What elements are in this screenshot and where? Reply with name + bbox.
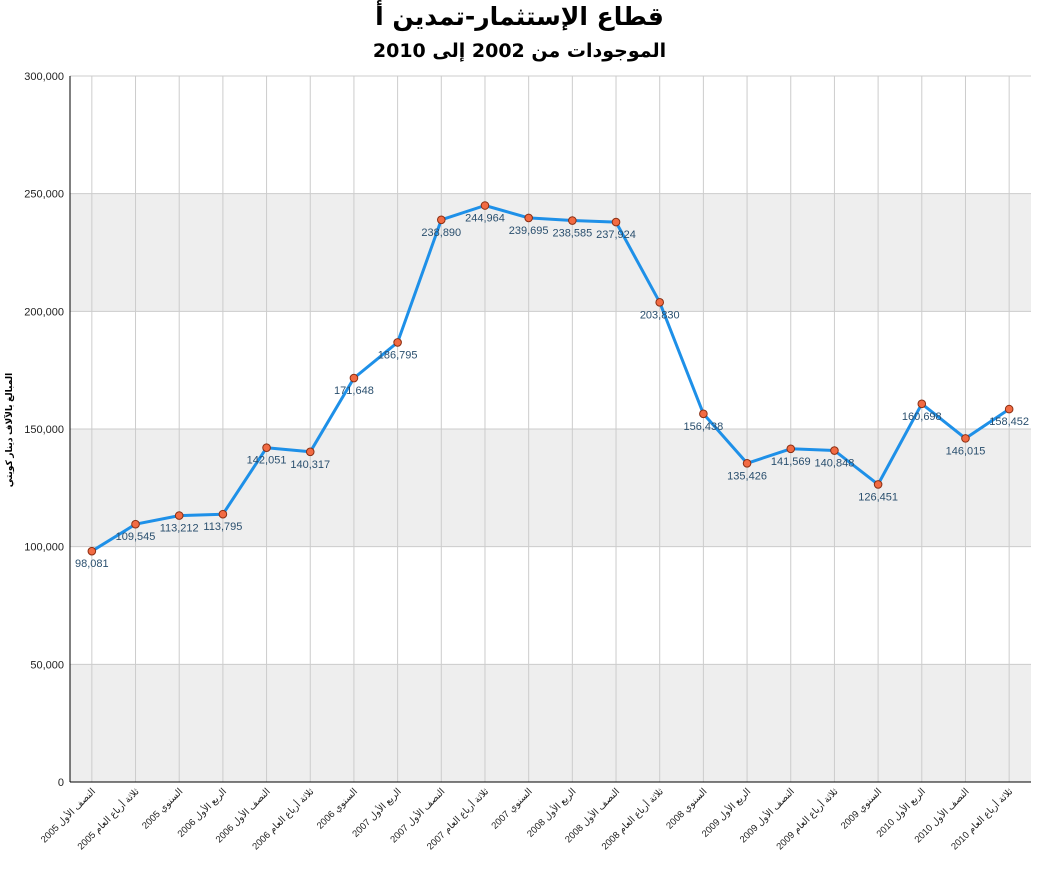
data-point [568,216,577,225]
data-label: 203,830 [640,309,680,321]
x-tick-label: السنوي 2006 [315,786,360,831]
y-tick-label: 100,000 [24,542,64,554]
data-label: 141,569 [771,456,811,468]
data-point [524,213,533,223]
grid-band [70,429,1031,547]
data-point [917,399,927,409]
data-label: 126,451 [858,491,898,503]
data-label: 109,545 [116,531,156,543]
x-tick-label: السنوي 2007 [490,786,535,831]
data-label: 140,317 [290,459,330,471]
x-tick-label: السنوي 2009 [839,786,884,831]
data-label: 238,585 [552,228,592,240]
data-point [830,446,839,455]
chart-title: قطاع الإستثمار-تمدين أ [375,2,664,31]
data-label: 113,212 [160,523,199,535]
axes [69,76,1031,783]
data-point [87,546,97,556]
data-labels: 98,081 109,545 113,212 113,795 142,051 140,31… [75,213,1029,571]
series [87,201,1014,556]
data-label: 238,890 [421,227,461,239]
data-label: 142,051 [247,455,287,467]
y-tick-label: 300,000 [24,71,64,83]
data-label: 244,964 [465,213,505,225]
grid-band [70,193,1031,312]
data-point [393,338,402,347]
data-point [349,373,359,383]
data-label: 171,648 [334,385,374,397]
data-point [1004,404,1014,414]
data-point [262,443,271,453]
series-line [91,204,1011,553]
data-label: 140,848 [815,458,855,470]
data-point [611,217,621,227]
chart-subtitle: الموجودات من 2002 إلى 2010 [372,40,667,62]
data-point [480,201,490,210]
y-tick-label: 50,000 [30,659,64,671]
data-label: 156,438 [684,421,724,433]
x-tick-label: السنوي 2005 [140,786,185,831]
x-tick-label: السنوي 2008 [664,786,709,831]
y-tick-label: 0 [58,777,64,789]
data-point [786,444,796,454]
data-point [218,509,228,519]
data-point [873,480,883,489]
y-tick-labels: 0 50,000 100,000 150,000 200,000 250,000 300,0… [24,71,64,789]
data-point [961,434,970,443]
gridlines [70,75,1031,783]
data-label: 113,795 [203,521,242,533]
data-label: 237,924 [596,229,636,241]
y-tick-label: 150,000 [24,424,64,436]
data-label: 160,698 [902,411,942,423]
data-label: 146,015 [946,445,986,457]
data-point [305,447,315,457]
data-label: 98,081 [75,558,109,570]
data-label: 186,795 [378,349,418,361]
y-tick-label: 250,000 [24,189,64,201]
y-tick-label: 200,000 [24,306,64,318]
data-point [699,409,708,419]
data-point [436,215,446,225]
data-label: 135,426 [727,470,767,482]
background-bands [70,193,1031,782]
data-point [742,458,752,468]
y-axis-label: المبالغ بالآلاف دينار كويتي [3,373,15,487]
data-point [174,511,184,520]
data-point [655,298,665,307]
grid-band [70,664,1031,782]
data-label: 239,695 [509,225,549,237]
data-label: 158,452 [989,416,1029,428]
data-point [131,519,140,529]
